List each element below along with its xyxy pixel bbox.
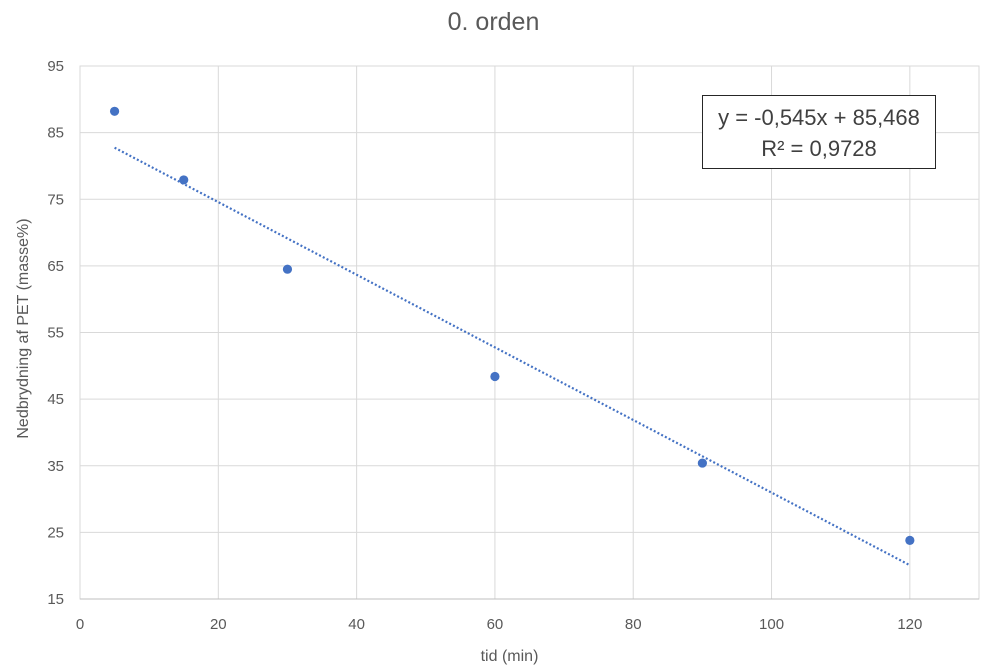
data-point [697, 458, 707, 468]
x-tick-label: 100 [759, 616, 784, 633]
x-tick-label: 0 [76, 616, 84, 633]
y-tick-label: 75 [47, 191, 64, 208]
y-tick-label: 65 [47, 258, 64, 275]
x-tick-label: 120 [897, 616, 922, 633]
x-tick-label: 60 [487, 616, 504, 633]
y-tick-label: 15 [47, 591, 64, 608]
data-point [109, 106, 120, 116]
data-points [109, 106, 915, 545]
data-point [490, 371, 500, 382]
tick-labels: 0 20 40 60 80 100 120 15 25 35 45 55 65 75 85 95 [47, 58, 922, 633]
trendline-r-squared: R² = 0,9728 [761, 136, 877, 161]
y-axis-title: Nedbrydning af PET (masse%) [15, 218, 32, 438]
trendline-equation-box: y = -0,545x + 85,468 R² = 0,9728 [702, 95, 936, 169]
y-tick-label: 25 [47, 524, 64, 541]
x-tick-label: 20 [210, 616, 227, 633]
trendline-equation: y = -0,545x + 85,468 [718, 105, 920, 130]
y-tick-label: 95 [47, 58, 64, 75]
x-tick-label: 40 [348, 616, 365, 633]
x-tick-label: 80 [625, 616, 642, 633]
chart-title: 0. orden [447, 8, 540, 36]
trendline [114, 146, 911, 567]
data-point [179, 175, 189, 185]
y-tick-label: 45 [47, 391, 64, 408]
data-point [905, 535, 915, 545]
y-tick-label: 85 [47, 125, 64, 142]
y-tick-label: 55 [47, 325, 64, 342]
trendline-layer [114, 146, 911, 567]
x-axis-title: tid (min) [481, 648, 539, 665]
y-tick-label: 35 [47, 458, 64, 475]
data-point [282, 264, 293, 274]
